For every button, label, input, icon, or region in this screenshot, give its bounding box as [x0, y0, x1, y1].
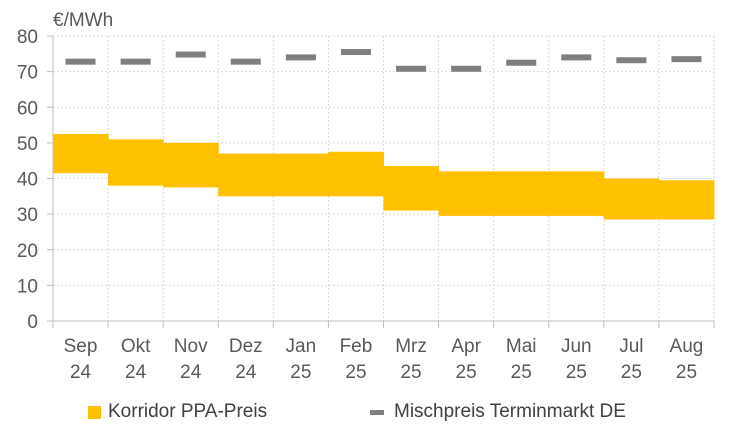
y-tick-label: 60	[17, 98, 38, 119]
y-tick-label: 70	[17, 63, 38, 84]
x-tick-label-year: 25	[456, 362, 477, 383]
corridor-bar	[273, 153, 329, 197]
mix-price-marker	[561, 54, 592, 61]
mix-price-marker	[120, 58, 151, 65]
x-tick-label-year: 25	[345, 362, 366, 383]
corridor-bar	[163, 142, 219, 188]
x-tick-label-year: 24	[125, 362, 147, 383]
corridor-bar	[658, 180, 715, 220]
mix-price-marker	[396, 65, 427, 72]
y-tick-label: 20	[17, 241, 38, 262]
unit-label: €/MWh	[53, 10, 113, 31]
mix-price-marker	[616, 57, 647, 64]
x-tick-label-year: 25	[511, 362, 532, 383]
x-tick-label-year: 25	[676, 362, 697, 383]
x-tick-label-year: 24	[235, 362, 257, 383]
corridor-bar	[328, 151, 384, 197]
x-tick-label-month: Mai	[506, 336, 537, 357]
legend-swatch-corridor	[88, 405, 101, 419]
x-tick-label-year: 25	[621, 362, 642, 383]
x-tick-label-month: Apr	[451, 336, 481, 357]
mix-price-markers	[65, 49, 702, 72]
legend-label-mix: Mischpreis Terminmarkt DE	[394, 401, 626, 422]
corridor-bar	[548, 171, 605, 216]
y-tick-label: 0	[27, 312, 38, 333]
mix-price-marker	[340, 49, 371, 56]
mix-price-marker	[506, 59, 537, 66]
x-tick-label-year: 24	[70, 362, 92, 383]
x-tick-label-month: Jun	[561, 336, 592, 357]
tick-labels: 0 10 20 30 40 50 60 70 80 Sep 24 Okt 24 Nov 24 Dez 24 Jan…	[17, 27, 704, 383]
x-tick-label-month: Mrz	[395, 336, 427, 357]
legend-label-corridor: Korridor PPA-Preis	[108, 401, 268, 422]
corridor-bar	[438, 171, 495, 216]
mix-price-marker	[451, 65, 482, 72]
legend-swatch-mix	[370, 409, 384, 415]
y-tick-label: 50	[17, 134, 38, 155]
legend-item-mix: Mischpreis Terminmarkt DE	[370, 398, 626, 426]
x-tick-label-year: 24	[180, 362, 202, 383]
legend-item-corridor: Korridor PPA-Preis	[88, 398, 267, 426]
x-tick-label-month: Aug	[670, 336, 704, 357]
corridor-bar	[383, 166, 440, 211]
x-tick-label-year: 25	[566, 362, 587, 383]
mix-price-marker	[671, 56, 702, 63]
corridor-bar	[218, 153, 274, 197]
mix-price-marker	[285, 54, 316, 61]
x-tick-label-month: Dez	[229, 336, 263, 357]
corridor-bar	[53, 133, 109, 174]
y-tick-label: 80	[17, 27, 38, 48]
x-tick-label-month: Nov	[174, 336, 208, 357]
mix-price-marker	[230, 58, 261, 65]
x-tick-label-month: Feb	[340, 336, 373, 357]
corridor-bar	[603, 178, 660, 220]
y-tick-label: 30	[17, 205, 38, 226]
x-tick-label-month: Okt	[121, 336, 151, 357]
y-tick-label: 10	[17, 276, 38, 297]
x-tick-label-year: 25	[400, 362, 421, 383]
corridor-bar	[108, 139, 164, 186]
legend: Korridor PPA-Preis Mischpreis Terminmark…	[0, 398, 738, 426]
x-tick-label-month: Jul	[619, 336, 643, 357]
x-tick-label-year: 25	[290, 362, 311, 383]
price-chart: 0 10 20 30 40 50 60 70 80 Sep 24 Okt 24 Nov 24 Dez 24 Jan…	[17, 10, 715, 383]
x-tick-label-month: Sep	[64, 336, 98, 357]
mix-price-marker	[65, 58, 96, 65]
corridor-bar	[493, 171, 550, 216]
corridor-bars	[53, 133, 715, 220]
axes	[47, 35, 715, 328]
mix-price-marker	[175, 51, 206, 58]
y-tick-label: 40	[17, 170, 38, 191]
x-tick-label-month: Jan	[286, 336, 317, 357]
gridlines	[53, 35, 715, 321]
